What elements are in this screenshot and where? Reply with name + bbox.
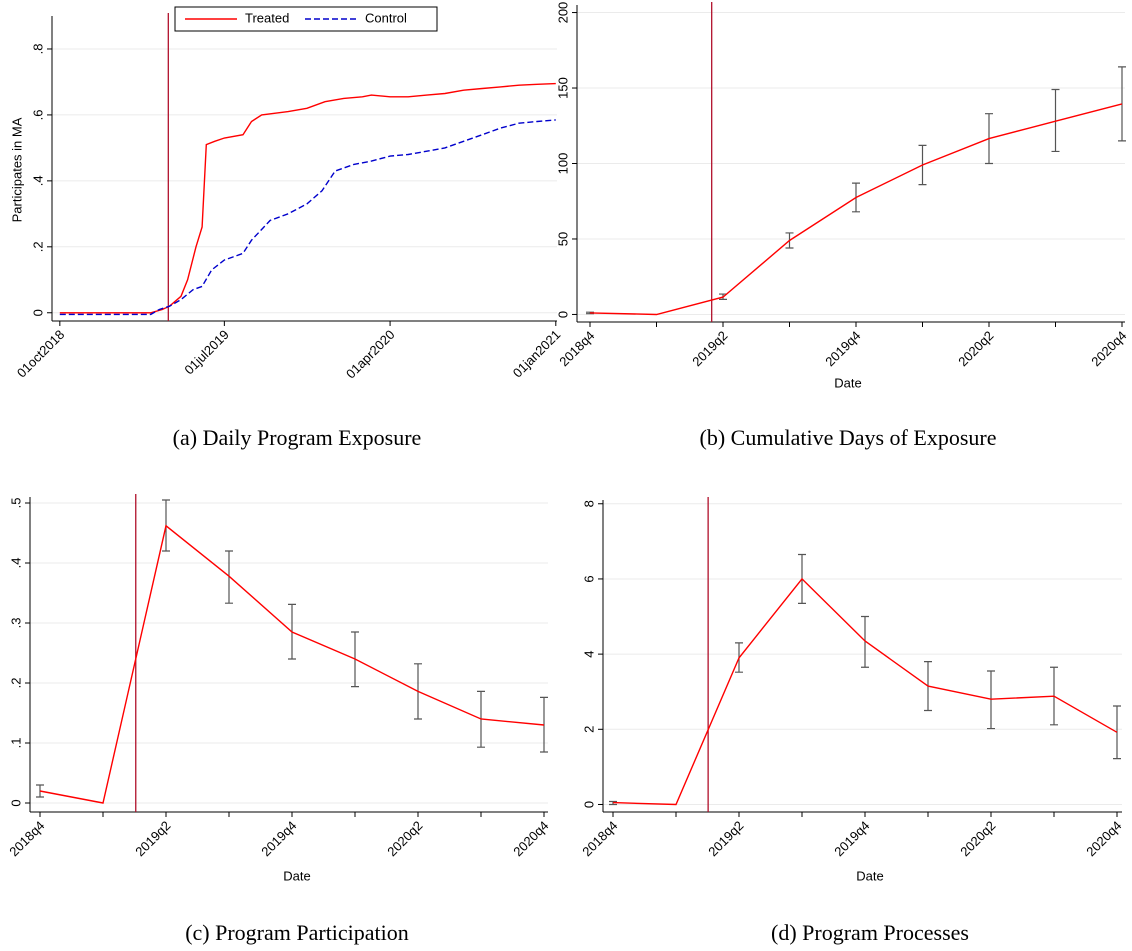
y-tick-label: .1	[8, 738, 23, 749]
x-tick-label: 2019q2	[689, 328, 730, 369]
y-tick-label: .3	[8, 618, 23, 629]
error-bar	[861, 615, 869, 668]
x-tick-label: 2018q4	[6, 818, 47, 859]
x-tick-label: 2020q2	[384, 818, 425, 859]
y-tick-label: .4	[30, 175, 45, 186]
y-tick-label: 2	[581, 726, 596, 733]
y-tick-label: 0	[8, 799, 23, 806]
caption: (b) Cumulative Days of Exposure	[700, 425, 997, 450]
caption: (c) Program Participation	[185, 920, 409, 945]
x-axis-title: Date	[834, 375, 861, 390]
y-tick-label: 0	[581, 801, 596, 808]
x-tick-label: 2020q4	[1083, 818, 1124, 859]
y-tick-label: 150	[555, 77, 570, 99]
x-axis-title: Date	[856, 868, 883, 883]
y-tick-label: .6	[30, 109, 45, 120]
x-tick-label: 01oct2018	[14, 327, 68, 381]
x-tick-label: 2020q4	[1088, 328, 1129, 369]
x-tick-label: 2019q2	[132, 818, 173, 859]
y-tick-label: 100	[555, 153, 570, 175]
x-tick-label: 2019q4	[822, 328, 863, 369]
error-bar	[1113, 705, 1121, 760]
x-tick-label: 2020q2	[957, 818, 998, 859]
y-tick-label: 4	[581, 651, 596, 658]
x-tick-label: 2019q4	[258, 818, 299, 859]
x-tick-label: 2020q2	[955, 328, 996, 369]
caption: (a) Daily Program Exposure	[173, 425, 422, 450]
y-tick-label: .8	[30, 44, 45, 55]
x-tick-label: 01jan2021	[510, 327, 564, 381]
y-tick-label: 200	[555, 2, 570, 24]
y-tick-label: 50	[555, 232, 570, 246]
x-tick-label: 2018q4	[579, 818, 620, 859]
legend-label: Control	[365, 10, 407, 25]
y-tick-label: .5	[8, 498, 23, 509]
y-tick-label: 0	[555, 311, 570, 318]
series-line	[589, 103, 1123, 316]
x-tick-label: 2019q4	[831, 818, 872, 859]
x-tick-label: 01jul2019	[181, 327, 231, 377]
legend-label: Treated	[245, 10, 289, 25]
series-line	[39, 524, 545, 804]
x-tick-label: 2020q4	[510, 818, 551, 859]
caption: (d) Program Processes	[771, 920, 969, 945]
y-axis-title: Participates in MA	[9, 117, 24, 222]
series-line	[59, 82, 556, 314]
y-tick-label: 0	[30, 309, 45, 316]
x-tick-label: 01apr2020	[343, 327, 398, 382]
y-tick-label: .2	[30, 241, 45, 252]
x-axis-title: Date	[283, 868, 310, 883]
y-tick-label: .2	[8, 678, 23, 689]
error-bar	[1118, 66, 1126, 142]
series-line	[59, 119, 556, 316]
y-tick-label: 6	[581, 575, 596, 582]
series-line	[612, 577, 1118, 806]
y-tick-label: .4	[8, 558, 23, 569]
x-tick-label: 2018q4	[556, 328, 597, 369]
x-tick-label: 2019q2	[705, 818, 746, 859]
y-tick-label: 8	[581, 500, 596, 507]
